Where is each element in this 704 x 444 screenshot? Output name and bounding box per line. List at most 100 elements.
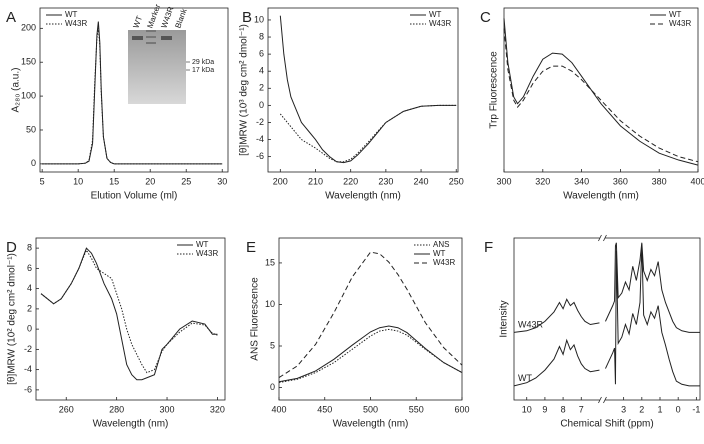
x-tick-label: 15	[109, 176, 119, 186]
legend-label: W43R	[65, 19, 87, 28]
panel-label: F	[484, 239, 493, 256]
legend-label: ANS	[433, 240, 449, 249]
x-tick-label: 7	[579, 404, 584, 414]
x-tick-label: 550	[409, 404, 424, 414]
x-tick-label: 230	[378, 176, 393, 186]
x-axis-label: Wavelength (nm)	[563, 191, 639, 202]
x-tick-label: 340	[574, 176, 589, 186]
y-axis-label: Intensity	[499, 300, 510, 337]
data-line	[40, 249, 218, 374]
x-tick-label: 360	[613, 176, 628, 186]
axis-break	[598, 396, 602, 404]
x-tick-label: 240	[414, 176, 429, 186]
legend-label: W43R	[196, 249, 218, 258]
series-label: WT	[518, 373, 532, 383]
panel-label: E	[246, 239, 256, 256]
x-axis-label: Chemical Shift (ppm)	[560, 419, 653, 430]
data-line	[513, 244, 700, 387]
x-tick-label: 210	[308, 176, 323, 186]
y-tick-label: 50	[26, 124, 36, 134]
y-tick-label: 6	[259, 49, 264, 59]
x-tick-label: -1	[692, 404, 700, 414]
legend-label: W43R	[429, 19, 451, 28]
data-line	[513, 242, 700, 333]
legend-label: WT	[669, 10, 682, 19]
data-line	[503, 28, 699, 163]
x-tick-label: 30	[217, 176, 227, 186]
data-line	[42, 28, 223, 165]
y-tick-label: 2	[259, 83, 264, 93]
x-tick-label: 5	[40, 176, 45, 186]
y-tick-label: -4	[24, 364, 32, 374]
panel-label: B	[242, 9, 252, 26]
x-tick-label: 3	[621, 404, 626, 414]
x-axis-label: Elution Volume (ml)	[91, 191, 178, 202]
data-line	[279, 15, 457, 164]
legend-label: WT	[196, 240, 209, 249]
x-tick-label: 2	[639, 404, 644, 414]
x-tick-label: 320	[535, 176, 550, 186]
x-tick-label: 500	[363, 404, 378, 414]
legend-label: WT	[65, 10, 78, 19]
x-axis-label: Wavelength (nm)	[93, 419, 169, 430]
y-tick-label: -2	[24, 344, 32, 354]
panel-label: A	[6, 9, 16, 26]
gel-marker-label: 29 kDa	[192, 59, 214, 66]
x-axis-label: Wavelength (nm)	[325, 191, 401, 202]
y-tick-label: 2	[27, 303, 32, 313]
x-tick-label: 600	[454, 404, 469, 414]
legend-label: W43R	[433, 258, 455, 267]
gel-band	[146, 42, 156, 44]
y-tick-label: 10	[254, 14, 264, 24]
x-tick-label: 10	[73, 176, 83, 186]
x-tick-label: 250	[449, 176, 464, 186]
panel-label: D	[6, 239, 17, 256]
y-tick-label: 5	[270, 340, 275, 350]
gel-lane-label: Blank	[173, 7, 189, 30]
y-tick-label: 4	[27, 283, 32, 293]
plot-frame	[513, 237, 701, 401]
x-tick-label: 20	[145, 176, 155, 186]
plot-frame	[267, 7, 459, 173]
plot-frame	[503, 7, 699, 173]
y-tick-label: 100	[21, 90, 36, 100]
gel-image	[128, 30, 186, 104]
y-tick-label: 0	[270, 382, 275, 392]
legend-label: W43R	[669, 19, 691, 28]
x-tick-label: 260	[59, 404, 74, 414]
gel-marker-label: 17 kDa	[192, 67, 214, 74]
data-line	[278, 251, 463, 378]
data-line	[279, 104, 457, 163]
y-tick-label: 15	[265, 257, 275, 267]
axis-break	[598, 234, 602, 242]
y-tick-label: 0	[27, 324, 32, 334]
y-tick-label: -6	[256, 151, 264, 161]
gel-band	[146, 36, 156, 38]
series-label: W43R	[518, 320, 544, 330]
y-tick-label: -4	[256, 134, 264, 144]
data-line	[503, 18, 699, 166]
x-axis-label: Wavelength (nm)	[333, 419, 409, 430]
x-tick-label: 400	[271, 404, 286, 414]
y-axis-label: Trp Fluorescence	[489, 51, 500, 129]
x-tick-label: 200	[273, 176, 288, 186]
y-tick-label: -6	[24, 384, 32, 394]
x-tick-label: 280	[109, 404, 124, 414]
y-tick-label: 200	[21, 23, 36, 33]
gel-band	[132, 36, 143, 40]
axis-break	[603, 396, 607, 404]
y-tick-label: 8	[27, 243, 32, 253]
data-line	[278, 328, 463, 384]
y-axis-label: [θ]MRW (10³ deg cm² dmol⁻¹)	[239, 24, 250, 156]
legend-label: WT	[433, 249, 446, 258]
x-tick-label: 1	[657, 404, 662, 414]
y-tick-label: 150	[21, 57, 36, 67]
y-axis-label: A₂₈₀ (a.u.)	[11, 68, 22, 113]
x-tick-label: 300	[496, 176, 511, 186]
x-tick-label: 380	[652, 176, 667, 186]
y-axis-label: ANS Fluorescence	[250, 277, 261, 361]
y-tick-label: 8	[259, 31, 264, 41]
x-tick-label: 300	[160, 404, 175, 414]
axis-break	[603, 234, 607, 242]
